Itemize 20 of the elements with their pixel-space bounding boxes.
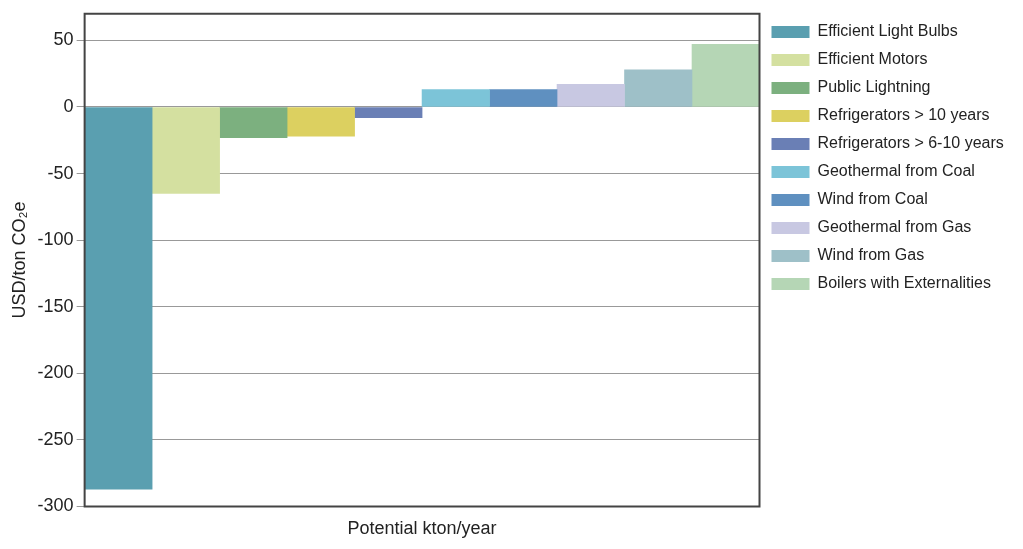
y-tick-label: -250 bbox=[37, 428, 74, 449]
legend-label: Efficient Motors bbox=[817, 50, 928, 68]
legend-label: Public Lightning bbox=[817, 78, 931, 96]
legend-label: Refrigerators > 6-10 years bbox=[817, 134, 1004, 152]
x-axis-title: Potential kton/year bbox=[347, 518, 497, 539]
legend-label: Geothermal from Gas bbox=[817, 218, 972, 236]
y-axis-title: USD/ton CO₂e bbox=[8, 201, 29, 319]
y-tick-label: -150 bbox=[37, 295, 74, 316]
y-tick-label: -200 bbox=[37, 362, 74, 383]
legend-label: Refrigerators > 10 years bbox=[817, 106, 990, 124]
y-tick-label: -100 bbox=[37, 229, 74, 250]
y-tick-label: -50 bbox=[47, 162, 74, 183]
legend-label: Wind from Gas bbox=[817, 246, 925, 264]
legend-label: Wind from Coal bbox=[817, 190, 928, 208]
legend-label: Boilers with Externalities bbox=[817, 274, 991, 292]
y-tick-label: 50 bbox=[53, 29, 74, 50]
y-tick-label: -300 bbox=[37, 495, 74, 516]
legend-label: Geothermal from Coal bbox=[817, 162, 975, 180]
legend-label: Efficient Light Bulbs bbox=[817, 22, 958, 40]
y-tick-label: 0 bbox=[63, 95, 74, 116]
